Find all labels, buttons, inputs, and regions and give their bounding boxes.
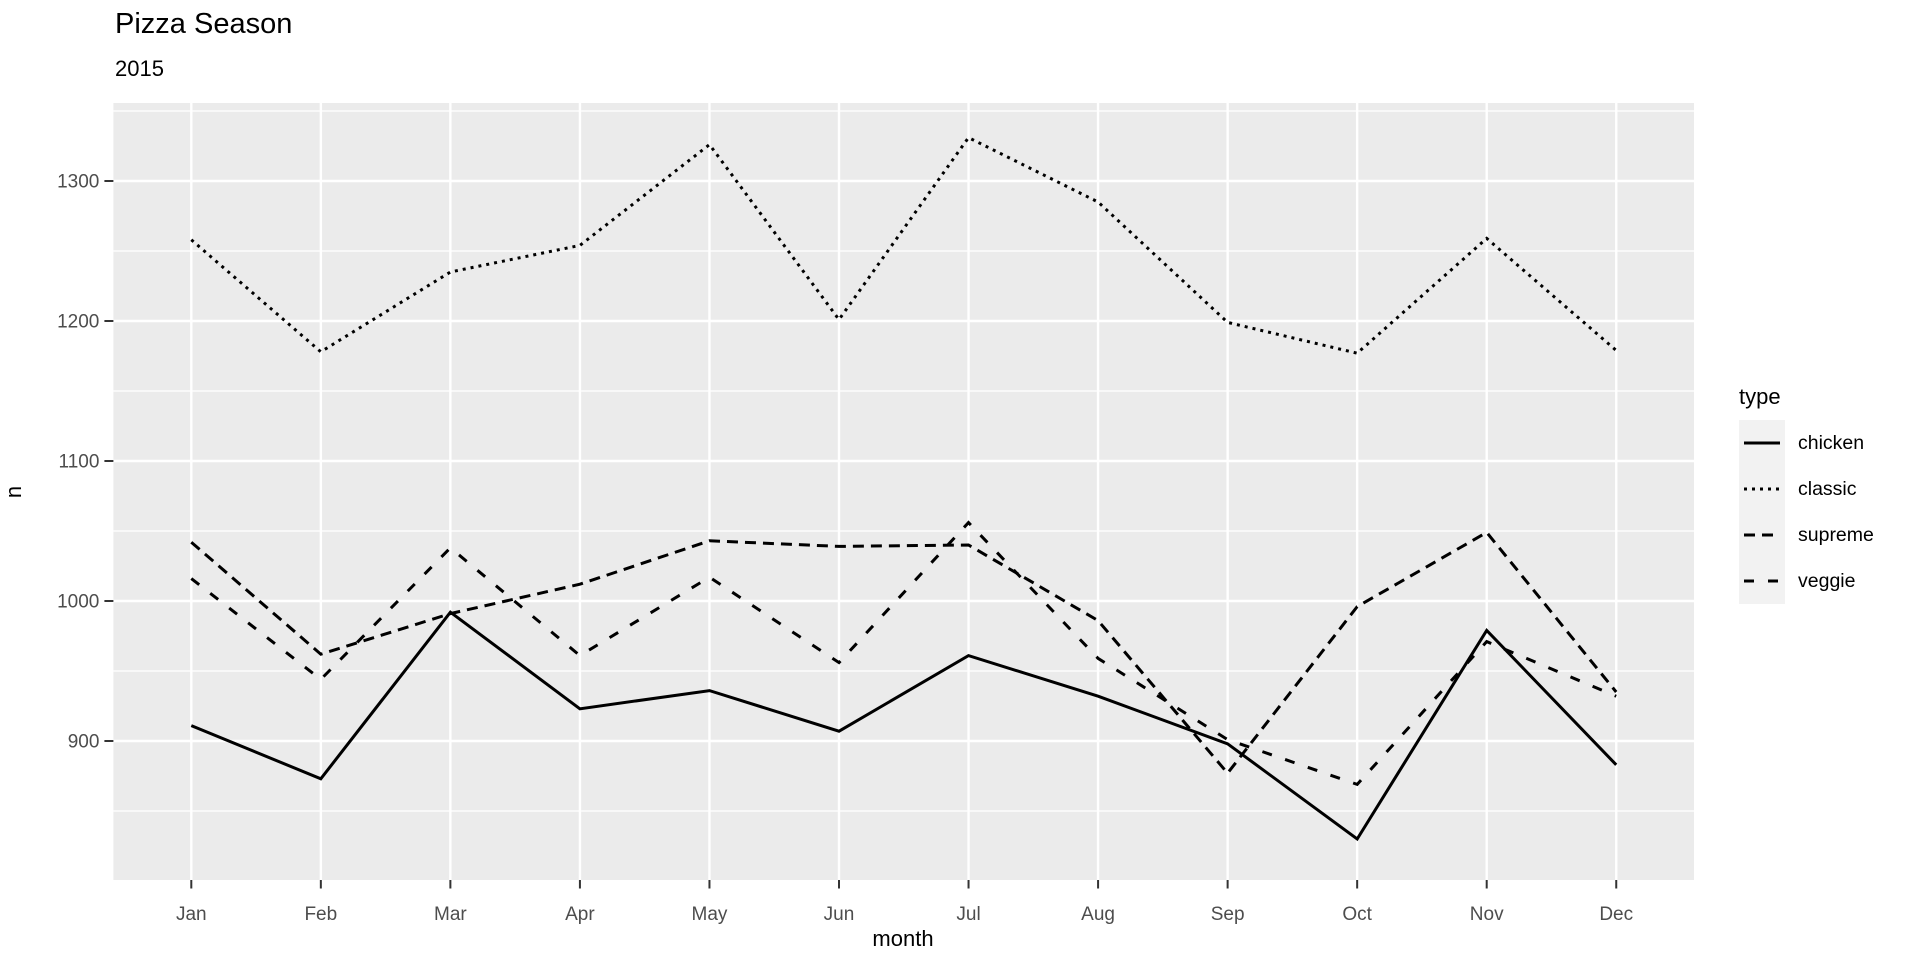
legend-item-veggie: veggie bbox=[1739, 558, 1874, 604]
series-line-chicken bbox=[190, 610, 1618, 842]
legend-label: chicken bbox=[1798, 431, 1865, 454]
y-axis-title: n bbox=[1, 485, 26, 499]
legend-item-supreme: supreme bbox=[1739, 512, 1874, 558]
x-axis-title: month bbox=[872, 926, 934, 951]
legend-key-chicken bbox=[1739, 420, 1785, 466]
y-tick-label-1200: 1200 bbox=[57, 312, 99, 333]
series-line-veggie bbox=[190, 520, 1617, 787]
x-tick-label-Nov: Nov bbox=[1470, 904, 1504, 925]
legend-key-supreme bbox=[1739, 512, 1785, 558]
supreme-linetype-icon bbox=[1744, 533, 1780, 537]
legend-item-classic: classic bbox=[1739, 466, 1874, 512]
classic-linetype-icon bbox=[1744, 487, 1780, 491]
x-tick-label-Jan: Jan bbox=[176, 904, 207, 925]
legend-label: supreme bbox=[1798, 523, 1874, 546]
x-tick-label-Dec: Dec bbox=[1599, 904, 1633, 925]
x-tick-label-Aug: Aug bbox=[1081, 904, 1115, 925]
x-tick-label-Sep: Sep bbox=[1211, 904, 1245, 925]
y-tick-label-900: 900 bbox=[68, 732, 100, 753]
x-tick-label-May: May bbox=[692, 904, 728, 925]
series-line-classic bbox=[190, 135, 1618, 355]
x-tick-label-Mar: Mar bbox=[434, 904, 467, 925]
legend-key-veggie bbox=[1739, 558, 1785, 604]
chart-title: Pizza Season bbox=[115, 8, 293, 40]
legend-item-chicken: chicken bbox=[1739, 420, 1874, 466]
x-tick-label-Oct: Oct bbox=[1342, 904, 1372, 925]
legend: type chicken classic supreme veggie bbox=[1739, 384, 1874, 604]
chart-subtitle: 2015 bbox=[115, 56, 164, 81]
x-tick-label-Apr: Apr bbox=[565, 904, 595, 925]
y-tick-label-1000: 1000 bbox=[57, 592, 99, 613]
legend-title: type bbox=[1739, 384, 1781, 409]
legend-label: veggie bbox=[1798, 569, 1856, 592]
x-tick-label-Jun: Jun bbox=[824, 904, 855, 925]
legend-key-classic bbox=[1739, 466, 1785, 512]
panel-background bbox=[113, 103, 1694, 880]
legend-label: classic bbox=[1798, 477, 1857, 500]
x-tick-label-Feb: Feb bbox=[304, 904, 337, 925]
chicken-linetype-icon bbox=[1744, 441, 1780, 445]
x-tick-label-Jul: Jul bbox=[956, 904, 980, 925]
y-tick-label-1100: 1100 bbox=[59, 452, 100, 473]
y-tick-label-1300: 1300 bbox=[57, 172, 99, 193]
veggie-linetype-icon bbox=[1744, 579, 1780, 583]
